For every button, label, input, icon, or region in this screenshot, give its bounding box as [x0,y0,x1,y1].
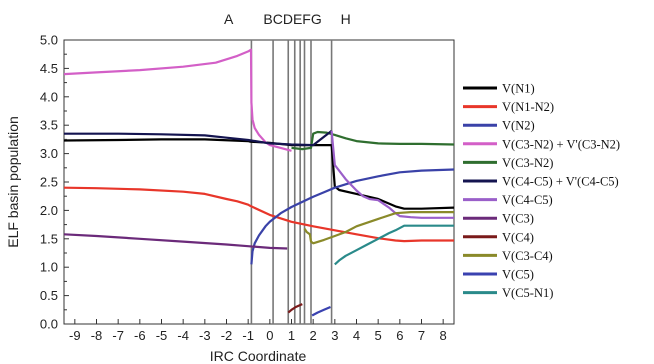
legend-label: V(C4) [502,230,534,244]
series-line-1 [63,138,455,210]
legend-label: V(C5-N1) [502,286,553,300]
legend-label: V(C3-N2) + V'(C3-N2) [502,137,620,151]
series-line-12 [334,224,454,266]
region-label: H [341,11,351,27]
x-tick-label: -4 [177,328,189,343]
series-lines [63,48,455,317]
x-tick-label: -8 [91,328,103,343]
plot-area [63,39,455,325]
x-tick-label: -7 [112,328,124,343]
y-tick-label: 2.0 [40,203,58,218]
series-line-6 [64,130,333,147]
y-tick-label: 0.5 [40,288,58,303]
y-tick-label: 3.5 [40,118,58,133]
x-tick-label: 4 [353,328,360,343]
region-label: A [224,11,234,27]
x-tick-label: -9 [69,328,81,343]
legend: V(N1) V(N1-N2) V(N2) V(C3-N2) + V'(C3-N2) V(… [463,82,620,300]
legend-label: V(C3) [502,212,534,226]
legend-label: V(N1) [502,82,535,96]
legend-label: V(C5) [502,268,534,282]
y-tick-label: 3.0 [40,146,58,161]
series-line-2 [63,186,454,243]
y-tick-label: 0.0 [40,317,58,332]
x-tick-label: -6 [134,328,146,343]
region-labels: A BCDEFG H [224,11,351,27]
y-axis-title: ELF basin population [5,116,21,248]
y-tick-label: 1.5 [40,231,58,246]
legend-label: V(C4-C5) + V'(C4-C5) [502,175,619,189]
x-tick-label: -1 [242,328,254,343]
x-tick-label: 1 [288,328,295,343]
series-line-3 [250,168,455,265]
x-tick-label: -5 [156,328,168,343]
y-tick-label: 2.5 [40,175,58,190]
x-tick-label: 0 [266,328,273,343]
y-tick-label: 4.5 [40,61,58,76]
legend-label: V(N2) [502,119,535,133]
y-axis-ticks: 0.0 0.5 1.0 1.5 2.0 2.5 3.0 3.5 4.0 4.5 5.0 [40,33,69,332]
x-axis-ticks: -9 -8 -7 -6 -5 -4 -3 -2 -1 0 1 2 3 4 5 6 7 8 [69,319,447,343]
legend-label: V(C3-C4) [502,249,553,263]
legend-label: V(C4-C5) [502,193,553,207]
y-tick-label: 4.0 [40,89,58,104]
x-tick-label: 6 [396,328,403,343]
x-tick-label: -2 [221,328,233,343]
series-line-5 [291,130,455,151]
region-lines [250,40,333,324]
x-tick-label: 8 [440,328,447,343]
x-tick-label: 2 [310,328,317,343]
y-tick-label: 5.0 [40,33,58,48]
y-tick-label: 1.0 [40,260,58,275]
series-line-7 [330,130,454,219]
x-tick-label: -3 [199,328,211,343]
legend-label: V(C3-N2) [502,156,553,170]
series-line-10 [303,211,454,245]
x-tick-label: 5 [375,328,382,343]
legend-label: V(N1-N2) [502,100,554,114]
region-label: BCDEFG [263,11,321,27]
series-line-11 [311,305,331,317]
x-tick-label: 7 [418,328,425,343]
x-axis-title: IRC Coordinate [210,348,307,364]
series-line-8 [63,233,288,250]
plot-border [63,39,455,325]
series-line-9 [287,303,303,314]
x-tick-label: 3 [331,328,338,343]
